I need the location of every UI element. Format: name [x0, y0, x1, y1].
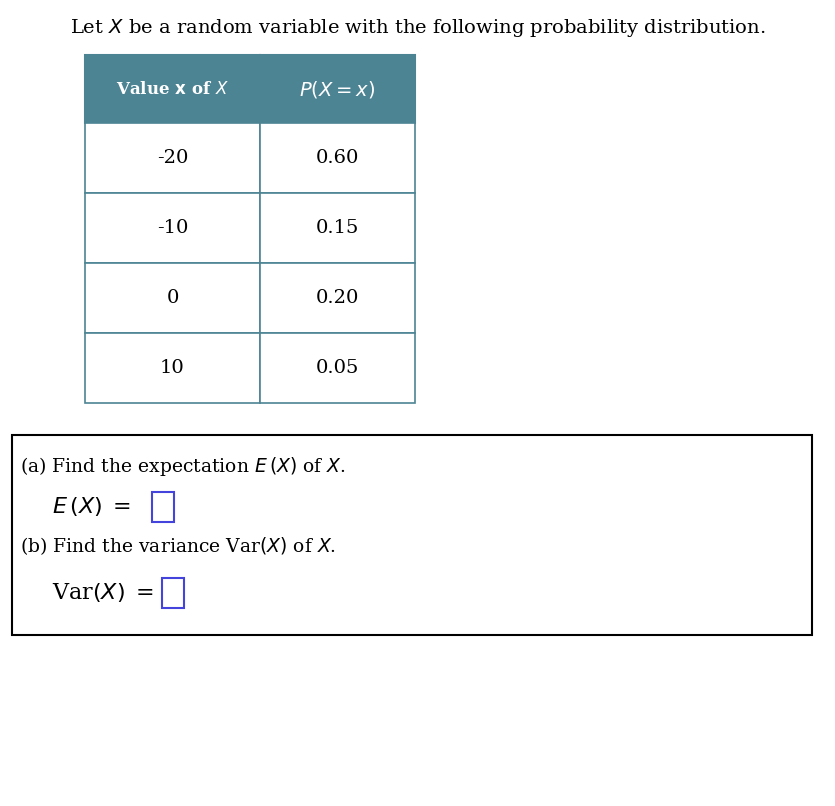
- Bar: [260, 263, 415, 333]
- Text: 10: 10: [160, 359, 185, 377]
- Bar: [85, 333, 260, 403]
- Text: 0.15: 0.15: [316, 219, 359, 237]
- Text: 0.20: 0.20: [316, 289, 359, 307]
- Bar: [260, 333, 415, 403]
- Text: Let $X$ be a random variable with the following probability distribution.: Let $X$ be a random variable with the fo…: [69, 17, 766, 39]
- Text: Value $\bf{x}$ of $X$: Value $\bf{x}$ of $X$: [116, 81, 229, 98]
- Text: 0.05: 0.05: [316, 359, 359, 377]
- Text: $P(X{=}x)$: $P(X{=}x)$: [300, 78, 376, 99]
- Text: Var$(X)\; =$: Var$(X)\; =$: [52, 581, 154, 604]
- Text: -20: -20: [157, 149, 188, 167]
- Bar: [162, 578, 184, 608]
- Bar: [12, 435, 812, 635]
- Text: $E\,(X)\; =$: $E\,(X)\; =$: [52, 496, 131, 518]
- Text: (a) Find the expectation $E\,(X)$ of $X$.: (a) Find the expectation $E\,(X)$ of $X$…: [20, 455, 346, 478]
- Bar: [85, 123, 260, 193]
- Bar: [85, 193, 260, 263]
- Text: (b) Find the variance Var$(X)$ of $X$.: (b) Find the variance Var$(X)$ of $X$.: [20, 535, 337, 557]
- Bar: [85, 55, 260, 123]
- Bar: [260, 55, 415, 123]
- Text: -10: -10: [157, 219, 188, 237]
- Bar: [85, 263, 260, 333]
- Bar: [152, 492, 174, 522]
- Text: 0.60: 0.60: [316, 149, 359, 167]
- Bar: [260, 193, 415, 263]
- Bar: [260, 123, 415, 193]
- Text: 0: 0: [166, 289, 179, 307]
